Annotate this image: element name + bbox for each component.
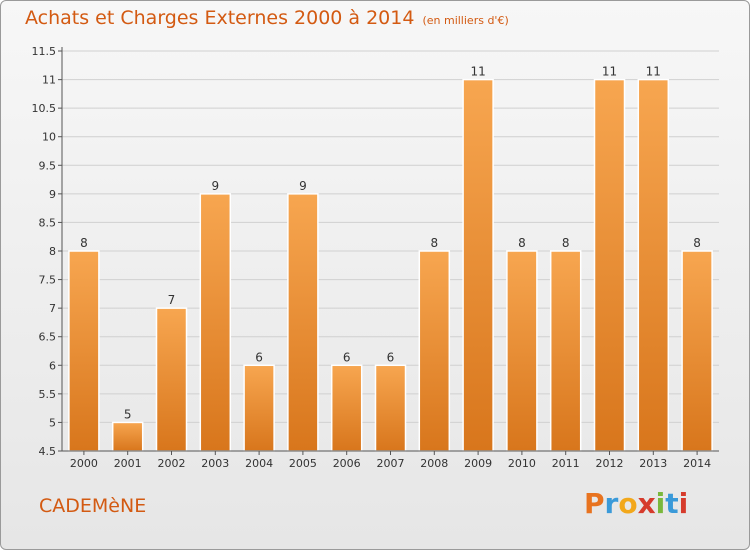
data-label: 6 — [255, 350, 263, 364]
x-tick-label: 2001 — [114, 457, 142, 470]
x-tick-label: 2011 — [552, 457, 580, 470]
y-tick-label: 11.5 — [32, 45, 57, 58]
bar — [199, 193, 232, 452]
title-text: Achats et Charges Externes 2000 à 2014 — [25, 7, 415, 29]
x-tick-label: 2007 — [377, 457, 405, 470]
data-label: 11 — [602, 65, 617, 79]
x-tick-label: 2014 — [683, 457, 711, 470]
town-name: CADEMèNE — [39, 495, 147, 517]
y-tick-label: 8.5 — [39, 216, 57, 229]
bar — [374, 364, 407, 452]
y-tick-label: 8 — [49, 245, 56, 258]
bar — [111, 421, 144, 452]
bar — [155, 307, 188, 452]
bar — [637, 78, 670, 452]
logo-letter: P — [584, 487, 605, 520]
x-tick-label: 2004 — [245, 457, 273, 470]
y-tick-label: 9.5 — [39, 159, 57, 172]
bar — [418, 250, 451, 452]
bar — [593, 78, 626, 452]
y-tick-label: 6.5 — [39, 331, 57, 344]
x-tick-label: 2012 — [596, 457, 624, 470]
y-tick-label: 6 — [49, 359, 56, 372]
x-tick-label: 2009 — [464, 457, 492, 470]
logo-letter: i — [678, 487, 689, 520]
x-tick-label: 2010 — [508, 457, 536, 470]
data-label: 11 — [646, 65, 661, 79]
y-tick-label: 5.5 — [39, 388, 57, 401]
proxiti-logo: Proxiti — [584, 487, 688, 520]
data-label: 11 — [470, 65, 485, 79]
logo-letter: i — [655, 487, 666, 520]
x-tick-label: 2013 — [639, 457, 667, 470]
data-label: 8 — [430, 236, 438, 250]
bar — [681, 250, 713, 452]
logo-letter: x — [637, 487, 656, 520]
x-tick-label: 2006 — [333, 457, 361, 470]
data-label: 7 — [168, 293, 176, 307]
logo-letter: r — [604, 487, 619, 520]
bar — [549, 250, 582, 452]
logo-letter: t — [665, 487, 679, 520]
data-label: 8 — [80, 236, 88, 250]
data-label: 9 — [299, 179, 307, 193]
x-tick-label: 2002 — [158, 457, 186, 470]
x-tick-label: 2005 — [289, 457, 317, 470]
bar — [330, 364, 363, 452]
y-tick-label: 11 — [42, 74, 56, 87]
y-tick-label: 7.5 — [39, 274, 57, 287]
data-label: 5 — [124, 407, 132, 421]
bar — [243, 364, 275, 452]
x-tick-label: 2003 — [201, 457, 229, 470]
data-label: 8 — [693, 236, 701, 250]
chart-title: Achats et Charges Externes 2000 à 2014 (e… — [25, 7, 509, 29]
data-label: 8 — [562, 236, 570, 250]
logo-letter: o — [618, 487, 638, 520]
y-tick-label: 10 — [42, 131, 56, 144]
y-tick-label: 7 — [49, 302, 56, 315]
x-tick-label: 2008 — [420, 457, 448, 470]
y-tick-label: 9 — [49, 188, 56, 201]
bar — [506, 250, 538, 452]
data-label: 6 — [387, 350, 395, 364]
y-tick-label: 5 — [49, 416, 56, 429]
bar — [68, 250, 100, 452]
x-tick-label: 2000 — [70, 457, 98, 470]
chart-subtitle: (en milliers d'€) — [422, 14, 509, 27]
y-tick-label: 10.5 — [32, 102, 57, 115]
y-tick-label: 4.5 — [39, 445, 57, 458]
bar — [462, 78, 494, 452]
data-label: 8 — [518, 236, 526, 250]
data-label: 9 — [211, 179, 219, 193]
bar — [287, 193, 319, 452]
data-label: 6 — [343, 350, 351, 364]
